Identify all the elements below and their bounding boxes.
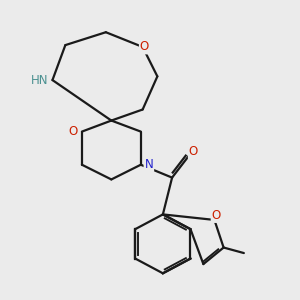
Text: O: O [68, 125, 77, 138]
Text: O: O [189, 145, 198, 158]
Text: O: O [212, 209, 221, 222]
Text: O: O [140, 40, 149, 53]
Text: HN: HN [31, 74, 49, 87]
Text: N: N [145, 158, 153, 171]
